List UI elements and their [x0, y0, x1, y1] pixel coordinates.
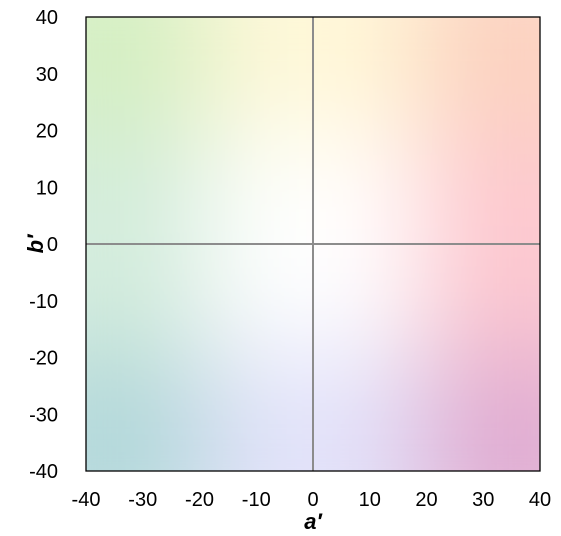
y-tick-label: 0: [47, 234, 58, 256]
y-tick-label: 10: [36, 177, 58, 199]
y-axis-title: b′: [23, 233, 48, 253]
y-tick-label: -30: [29, 404, 58, 426]
x-tick-label: -20: [185, 489, 214, 511]
gradient-patch-bl: [86, 349, 209, 471]
y-tick-label: -40: [29, 461, 58, 483]
x-tick-label: 10: [359, 489, 381, 511]
x-tick-label: -10: [242, 489, 271, 511]
y-tick-label: -10: [29, 291, 58, 313]
y-axis-tick-labels: -40 -30 -20 -10 0 10 20 30 40: [29, 7, 58, 483]
x-tick-label: 30: [472, 489, 494, 511]
x-axis-title: a′: [304, 509, 323, 534]
y-tick-label: 20: [36, 121, 58, 143]
gradient-patch-br: [418, 349, 540, 471]
x-tick-label: -40: [72, 489, 101, 511]
gradient-patch-tl: [86, 17, 209, 140]
y-tick-label: 30: [36, 64, 58, 86]
plot-frame: [85, 16, 541, 472]
zero-lines: [86, 17, 540, 471]
x-tick-label: 0: [307, 489, 318, 511]
x-tick-label: -30: [128, 489, 157, 511]
y-tick-label: 40: [36, 7, 58, 29]
gradient-patch-tr: [418, 17, 540, 140]
x-axis-tick-labels: -40 -30 -20 -10 0 10 20 30 40: [72, 489, 552, 511]
y-tick-label: -20: [29, 348, 58, 370]
x-tick-label: 40: [529, 489, 551, 511]
x-tick-label: 20: [415, 489, 437, 511]
